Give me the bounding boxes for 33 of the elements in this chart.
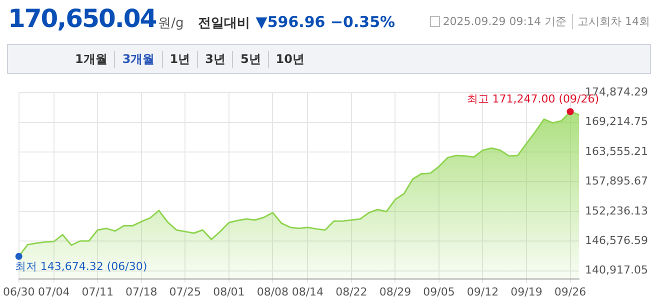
x-tick-label: 08/14	[292, 285, 324, 298]
x-tick-label: 09/12	[466, 285, 499, 298]
x-tick-label: 09/05	[423, 285, 455, 298]
x-tick-label: 09/19	[510, 285, 542, 298]
annotation: 최저 143,674.32 (06/30)	[14, 260, 148, 274]
y-tick-label: 163,555.21	[585, 144, 648, 158]
text: 10년	[274, 50, 306, 68]
y-tick-label: 152,236.13	[585, 204, 648, 218]
x-tick-label: 07/25	[169, 285, 201, 298]
x-tick-label: 09/26	[554, 285, 586, 298]
y-tick-label: 146,576.59	[585, 234, 648, 247]
text: 3년	[198, 50, 234, 68]
text: 3개월	[115, 50, 163, 68]
text: 1개월	[68, 50, 116, 68]
text: 1년	[162, 50, 198, 68]
y-tick-label: 157,895.67	[585, 174, 648, 188]
x-tick-label: 08/29	[379, 285, 412, 298]
text: ▼596.96 −0.35%	[256, 13, 396, 31]
x-tick-label: 08/01	[213, 285, 245, 298]
text: 고시회차 14회	[572, 14, 650, 29]
x-tick-label: 07/11	[82, 285, 114, 298]
x-tick-label: 08/22	[336, 285, 368, 298]
x-tick-label: 07/18	[126, 285, 158, 298]
chart-title: 170,650.04	[8, 4, 156, 33]
y-tick-label: 140,917.05	[585, 264, 648, 277]
x-tick-label: 07/04	[38, 285, 70, 298]
x-tick-label: 08/08	[256, 285, 289, 298]
chart-subtitle: 원/g	[158, 15, 184, 32]
x-tick-label: 06/30	[3, 285, 35, 298]
text: 전일대비	[198, 15, 250, 32]
text: 2025.09.29 09:14 기준	[442, 14, 566, 29]
y-tick-label: 169,214.75	[585, 115, 648, 128]
text: 5년	[233, 50, 269, 68]
